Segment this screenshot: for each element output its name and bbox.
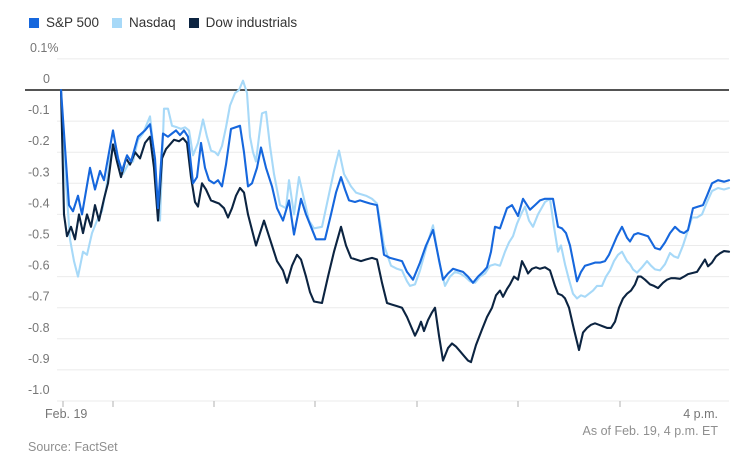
y-tick-label: -0.5	[28, 228, 50, 242]
source-note: Source: FactSet	[28, 440, 118, 454]
legend-swatch-dow	[188, 17, 199, 28]
y-tick-label: -0.4	[28, 196, 50, 210]
legend-label-dow: Dow industrials	[205, 15, 298, 30]
y-tick-label: -0.3	[28, 165, 50, 179]
y-tick-label: 0	[43, 72, 50, 86]
legend-swatch-nasdaq	[112, 17, 123, 28]
y-tick-label: -0.8	[28, 321, 50, 335]
series-line-nasdaq	[59, 79, 731, 300]
legend-label-sp500: S&P 500	[46, 15, 100, 30]
y-tick-label: -0.1	[28, 103, 50, 117]
y-tick-label: 0.1%	[30, 41, 59, 55]
y-tick-label: -0.9	[28, 352, 50, 366]
legend-item-dow: Dow industrials	[188, 15, 298, 30]
legend-label-nasdaq: Nasdaq	[129, 15, 176, 30]
y-tick-label: -0.2	[28, 134, 50, 148]
x-axis-label-open: Feb. 19	[45, 407, 88, 421]
as-of-note: As of Feb. 19, 4 p.m. ET	[582, 424, 718, 438]
legend-item-nasdaq: Nasdaq	[112, 15, 176, 30]
series-line-dow-industrials	[59, 88, 731, 364]
legend: S&P 500 Nasdaq Dow industrials	[29, 15, 297, 30]
y-tick-label: -0.6	[28, 259, 50, 273]
series-line-s-p-500	[59, 88, 731, 284]
x-axis-label-close: 4 p.m.	[683, 407, 718, 421]
legend-item-sp500: S&P 500	[29, 15, 99, 30]
legend-swatch-sp500	[29, 17, 39, 28]
y-tick-label: -1.0	[28, 383, 50, 397]
y-tick-label: -0.7	[28, 290, 50, 304]
